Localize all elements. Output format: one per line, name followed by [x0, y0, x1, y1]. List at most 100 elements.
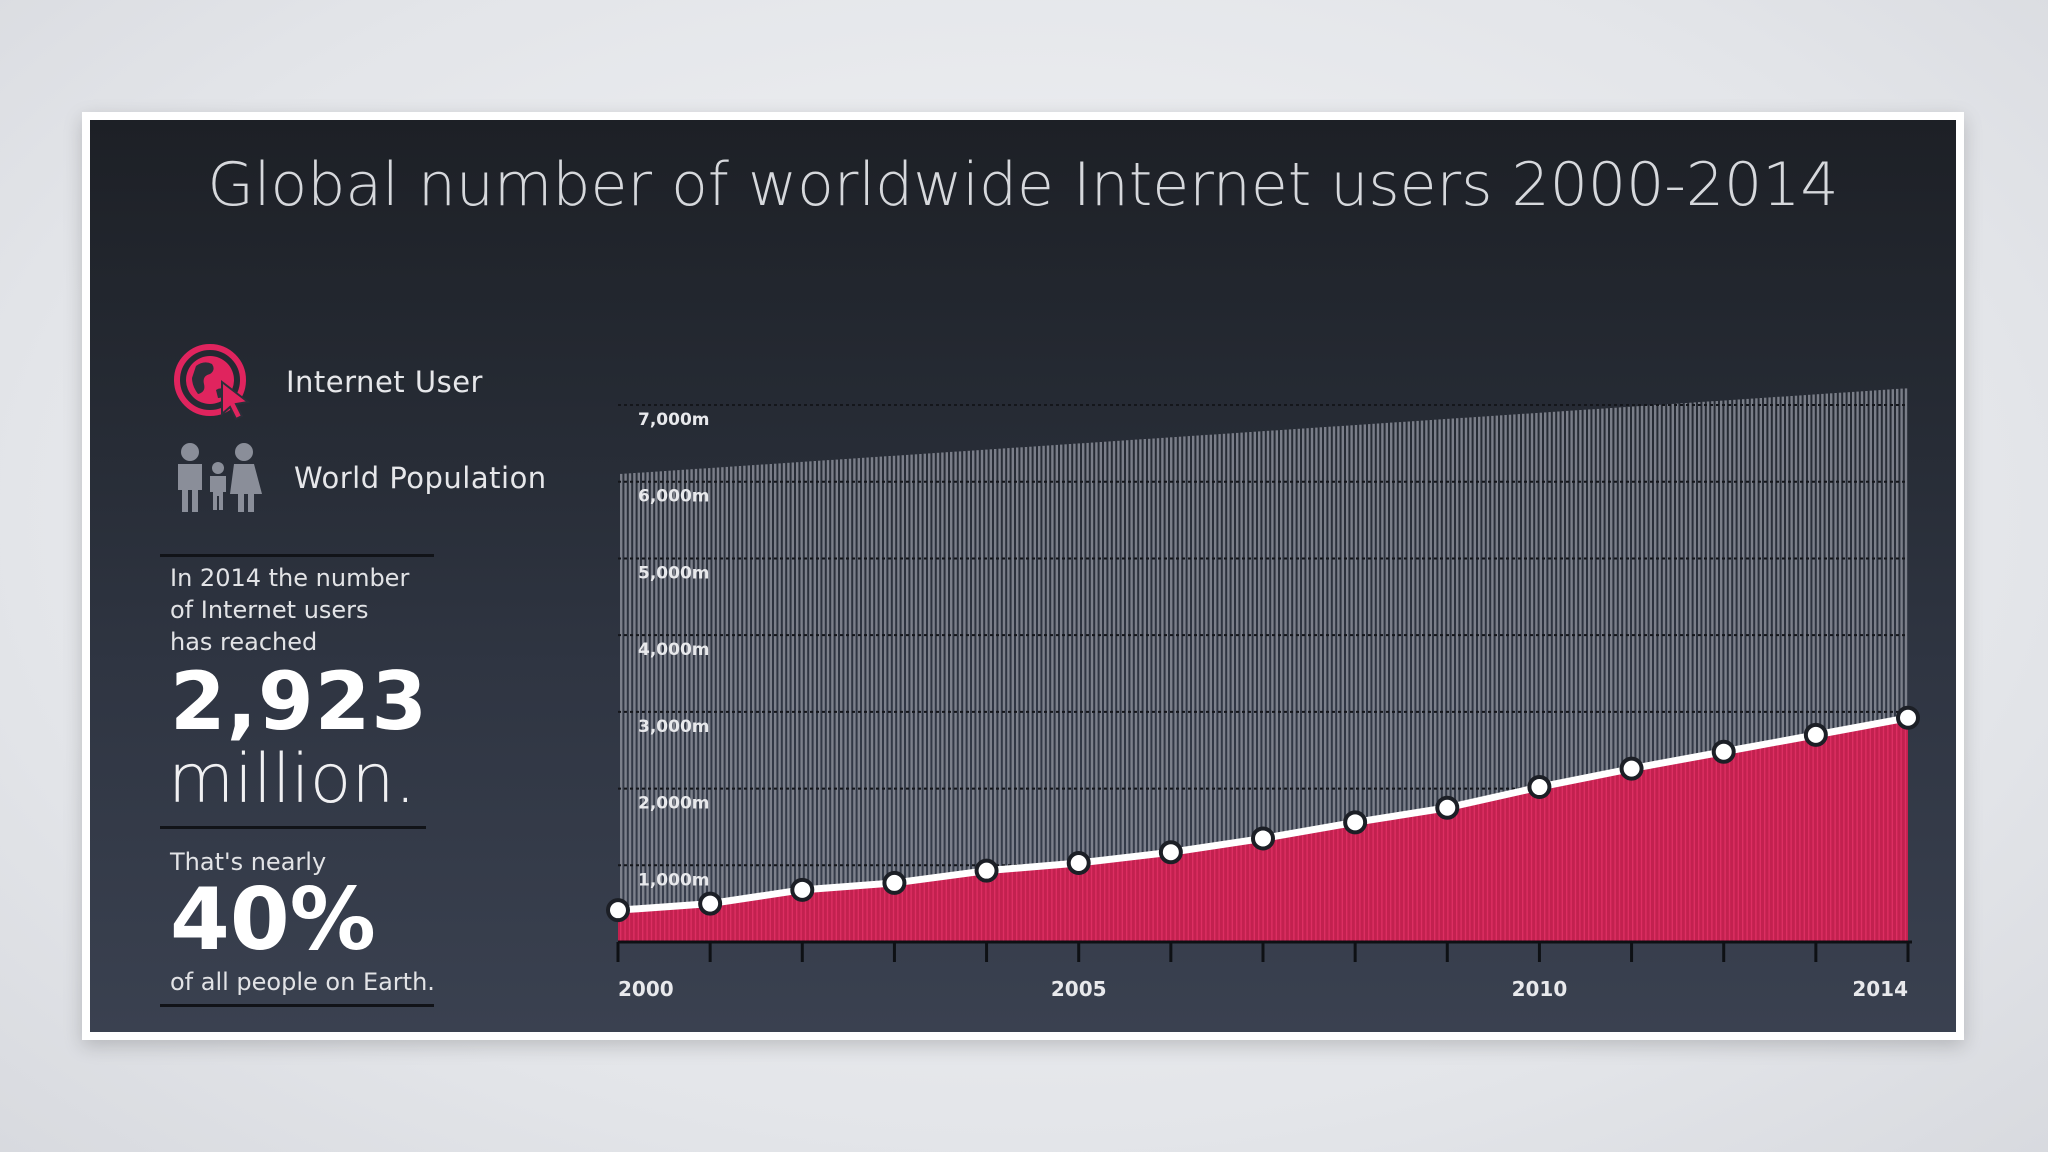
- population-bar: [624, 473, 627, 942]
- internet-bar: [1231, 843, 1233, 942]
- internet-bar: [1610, 772, 1612, 942]
- internet-bar: [1310, 830, 1313, 942]
- internet-bar: [1649, 765, 1651, 942]
- population-bar: [998, 448, 1001, 942]
- internet-bar: [681, 905, 683, 942]
- population-bar: [1891, 389, 1894, 942]
- population-bar: [1596, 408, 1600, 942]
- internet-bar: [734, 900, 736, 942]
- population-bars: [620, 388, 1908, 943]
- population-bar: [1733, 399, 1736, 942]
- population-bar: [1658, 404, 1661, 942]
- internet-bar: [730, 900, 732, 942]
- internet-bar: [1200, 847, 1203, 942]
- internet-bar: [1596, 775, 1599, 942]
- population-bar: [1702, 401, 1705, 942]
- internet-bar: [668, 906, 670, 942]
- internet-bar: [633, 909, 635, 942]
- population-bar: [774, 463, 777, 942]
- population-bar: [782, 463, 786, 942]
- internet-bar: [1346, 823, 1348, 942]
- internet-bar: [1024, 867, 1027, 942]
- population-bar: [1720, 400, 1723, 942]
- internet-bar: [624, 909, 626, 942]
- population-bar: [1315, 427, 1318, 943]
- data-point-marker: [1619, 756, 1644, 781]
- population-bar: [1794, 395, 1798, 942]
- internet-bar: [980, 871, 983, 942]
- stat-share-value: 40%: [170, 870, 376, 970]
- population-bar: [1618, 407, 1622, 942]
- data-point-marker: [974, 858, 999, 883]
- population-bar: [1112, 441, 1116, 942]
- internet-bar: [1082, 862, 1084, 942]
- internet-bar: [1658, 763, 1660, 942]
- population-bar: [681, 469, 684, 942]
- stat-users-intro-line-1: In 2014 the number: [170, 564, 410, 592]
- internet-bar: [1636, 767, 1638, 942]
- internet-bar: [1504, 794, 1506, 942]
- internet-bar: [1016, 868, 1018, 942]
- population-bar: [1592, 409, 1595, 942]
- population-bar: [1491, 415, 1494, 942]
- internet-bar: [703, 904, 705, 942]
- internet-bar: [1794, 738, 1797, 942]
- population-bar: [1803, 395, 1806, 943]
- population-bar: [923, 453, 926, 942]
- population-bar: [1086, 442, 1089, 942]
- chart-title: Global number of worldwide Internet user…: [207, 150, 1839, 220]
- internet-bar: [1654, 764, 1656, 942]
- internet-bar: [655, 907, 657, 942]
- internet-bar: [1676, 760, 1678, 942]
- internet-bar: [862, 885, 864, 942]
- population-bar: [1139, 439, 1142, 942]
- x-tick-label: 2005: [1051, 977, 1107, 1001]
- population-bar: [1680, 403, 1683, 942]
- internet-bar: [1473, 801, 1475, 942]
- population-bar: [1711, 401, 1714, 942]
- population-bar: [1557, 411, 1560, 942]
- internet-bar: [866, 885, 868, 942]
- internet-bar: [1843, 729, 1845, 942]
- population-bar: [1838, 392, 1842, 942]
- population-bar: [1236, 432, 1239, 942]
- internet-bar: [1055, 864, 1057, 942]
- population-bar: [1887, 389, 1890, 942]
- internet-bar: [1693, 757, 1695, 942]
- population-bar: [1552, 411, 1556, 942]
- population-bar: [1786, 396, 1789, 942]
- population-bar: [800, 461, 803, 942]
- internet-bar: [1526, 790, 1528, 942]
- internet-bar: [941, 876, 943, 942]
- internet-bar: [1891, 720, 1893, 942]
- population-bar: [875, 456, 878, 942]
- internet-bar: [1812, 735, 1814, 942]
- internet-bar: [1236, 842, 1238, 942]
- population-bar: [1011, 447, 1014, 942]
- internet-bar: [835, 887, 837, 942]
- internet-bar: [1671, 761, 1673, 942]
- population-bar: [1077, 443, 1080, 942]
- internet-bar: [1429, 810, 1431, 942]
- population-bar: [1843, 392, 1846, 942]
- internet-bar: [884, 883, 886, 942]
- internet-bar: [1786, 740, 1788, 942]
- x-axis: [616, 940, 1912, 962]
- y-tick-label: 5,000m: [638, 563, 710, 583]
- population-bar: [1051, 445, 1054, 942]
- population-bar: [1627, 406, 1630, 942]
- internet-bar: [1460, 804, 1462, 942]
- internet-bar: [1368, 820, 1370, 942]
- population-bar: [1724, 400, 1727, 942]
- internet-bar: [892, 883, 895, 942]
- population-bar: [963, 451, 966, 942]
- internet-bar: [1099, 860, 1101, 942]
- internet-bar: [1390, 816, 1392, 942]
- internet-bar: [932, 877, 934, 942]
- population-bar: [1222, 433, 1226, 942]
- y-tick-label: 7,000m: [638, 410, 710, 430]
- data-point-marker: [606, 898, 630, 923]
- internet-bar: [1280, 835, 1282, 942]
- population-bar: [897, 455, 900, 942]
- population-bar: [1570, 410, 1573, 943]
